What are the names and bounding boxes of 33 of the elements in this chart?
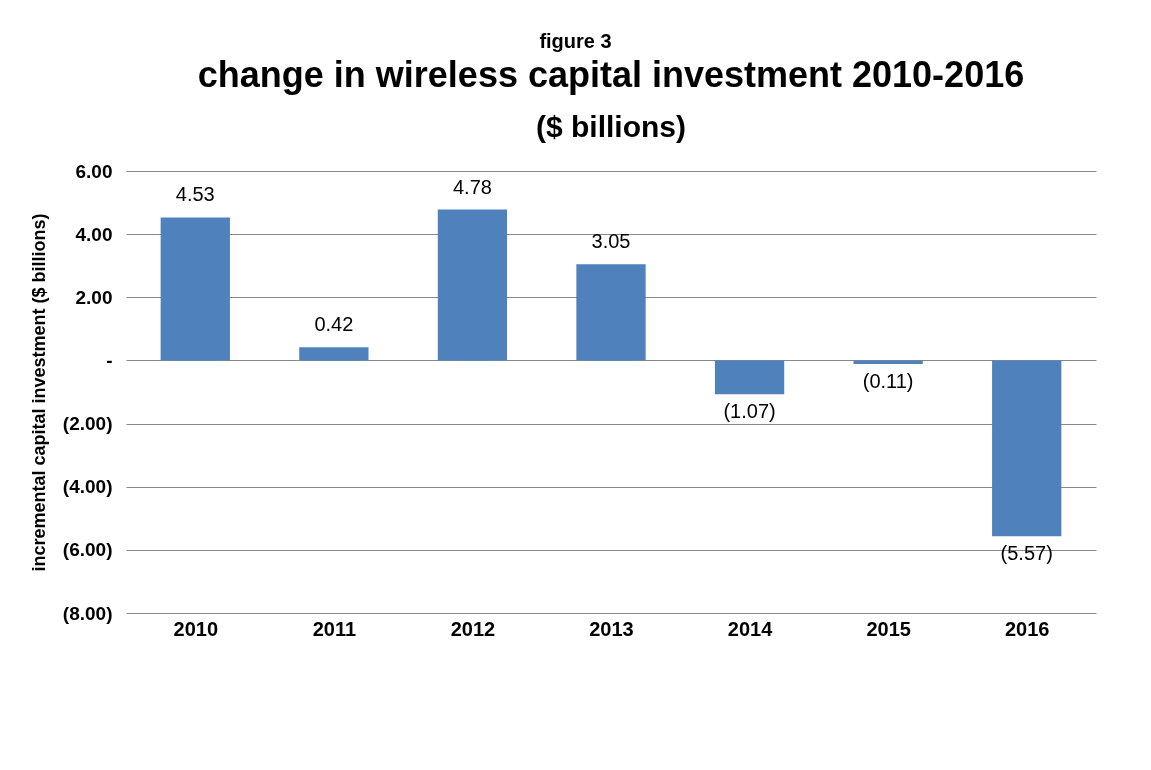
data-label: 0.42: [314, 313, 354, 336]
bar: [160, 217, 230, 361]
x-tick-label: 2012: [450, 617, 496, 640]
bar: [437, 209, 508, 361]
bar: [853, 360, 923, 364]
y-axis-title: incremental capital investment ($ billions): [28, 213, 49, 572]
chart-title: change in wireless capital investment 2010-2016: [197, 54, 1025, 95]
x-tick-label: 2010: [173, 617, 219, 640]
y-tick-label: 4.00: [75, 223, 113, 245]
data-label: 4.78: [452, 175, 492, 198]
caption: figure 3: [538, 29, 613, 53]
y-tick-label: (2.00): [62, 413, 113, 435]
bar: [992, 360, 1062, 537]
data-label: 4.53: [175, 183, 215, 206]
x-tick-label: 2014: [727, 617, 774, 640]
chart-subtitle: ($ billions): [536, 110, 686, 143]
data-label: (5.57): [1000, 542, 1053, 565]
x-tick-label: 2013: [589, 617, 634, 640]
data-label: (1.07): [723, 400, 776, 423]
x-tick-label: 2015: [866, 617, 911, 640]
bar: [576, 264, 646, 361]
y-tick-label: (4.00): [62, 476, 113, 498]
x-tick-label: 2011: [312, 617, 357, 640]
bar: [299, 347, 369, 361]
y-tick-label: (8.00): [62, 602, 113, 624]
x-tick-label: 2016: [1004, 617, 1050, 640]
y-tick-label: 2.00: [75, 286, 113, 308]
y-tick-label: (6.00): [62, 539, 113, 561]
data-label: 3.05: [591, 230, 631, 253]
y-tick-label: 6.00: [75, 160, 113, 182]
bar: [714, 360, 785, 395]
data-label: (0.11): [862, 369, 914, 392]
y-tick-label: -: [106, 349, 113, 371]
